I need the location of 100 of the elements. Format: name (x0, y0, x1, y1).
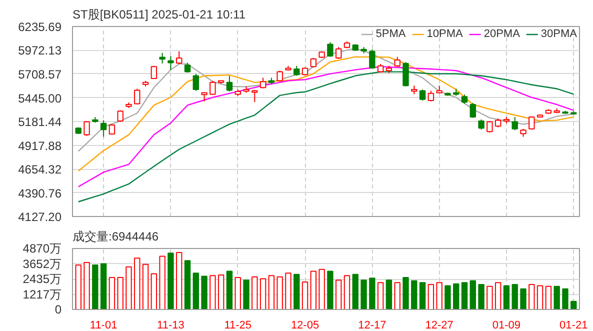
y-tick-label: 5181.44 (18, 115, 62, 129)
candlestick (260, 77, 266, 89)
candlestick (478, 118, 484, 130)
bar (302, 281, 308, 310)
bar (352, 274, 358, 310)
bar (75, 264, 82, 310)
bar (84, 262, 90, 310)
legend-label: 20PMA (484, 28, 520, 40)
candlestick (369, 48, 376, 70)
bar (327, 270, 334, 310)
bar (536, 285, 544, 310)
x-tick-label: 01-09 (492, 320, 521, 331)
bar (377, 282, 384, 310)
y-tick-label: 1217万 (22, 287, 62, 302)
candlestick (176, 50, 182, 64)
candlestick (512, 116, 518, 131)
candlestick (310, 58, 317, 68)
bar (545, 286, 552, 310)
y-tick-label: 4127.20 (18, 210, 62, 224)
candlestick (134, 88, 140, 106)
candlestick (327, 42, 334, 58)
candlestick (226, 75, 233, 92)
candlestick (100, 120, 107, 138)
candlestick (210, 80, 216, 96)
y-tick-label: 4917.88 (18, 138, 62, 153)
bar (184, 260, 191, 310)
x-tick-label: 12-05 (290, 320, 320, 331)
bar (276, 276, 283, 310)
bar (528, 284, 535, 310)
bar (494, 282, 502, 310)
bar (210, 275, 216, 310)
y-tick-label: 0 (54, 302, 62, 316)
bar (436, 282, 442, 310)
bar (369, 278, 376, 310)
bar (268, 275, 275, 310)
bar (243, 280, 250, 310)
bar (419, 282, 426, 310)
bar (159, 256, 166, 310)
bar (108, 277, 116, 310)
y-tick-label: 2435万 (22, 272, 62, 286)
candlestick (252, 89, 258, 103)
chart-title: ST股[BK0511] 2025-01-21 10:11 (72, 8, 246, 22)
candlestick (168, 56, 174, 70)
bar (453, 283, 460, 310)
legend-label: 5PMA (376, 28, 406, 40)
candlestick (428, 90, 434, 102)
bar (470, 280, 476, 310)
candlestick (192, 73, 199, 92)
bar (150, 273, 158, 310)
bar (117, 277, 124, 310)
candlestick (150, 65, 158, 80)
bar (360, 280, 367, 310)
bar (570, 300, 577, 310)
y-tick-label: 3652万 (22, 256, 62, 271)
bar (100, 263, 107, 310)
candlestick (159, 52, 166, 64)
bar (335, 280, 342, 310)
y-tick-label: 4870万 (22, 242, 62, 256)
bar (318, 268, 325, 310)
bar (461, 282, 468, 310)
candlestick (294, 65, 300, 76)
bar (394, 282, 400, 310)
x-tick-label: 11-13 (157, 320, 184, 331)
bar (260, 278, 266, 310)
legend-label: 30PMA (540, 28, 577, 40)
bar (285, 272, 292, 310)
bar (411, 280, 418, 310)
line-series (78, 48, 574, 152)
bar (386, 280, 392, 310)
y-tick-label: 5972.13 (18, 44, 62, 58)
x-tick-label: 11-25 (224, 320, 252, 331)
candlestick (461, 94, 468, 104)
y-tick-label: 5445.00 (18, 91, 62, 106)
bar (344, 275, 350, 310)
legend-label: 10PMA (426, 28, 463, 40)
bar (92, 264, 98, 310)
bar (234, 277, 241, 310)
bar (201, 276, 208, 310)
candlestick (84, 120, 90, 136)
y-tick-label: 5708.57 (18, 68, 62, 82)
bar (512, 284, 518, 310)
bar (520, 288, 526, 310)
bar (310, 270, 317, 310)
y-tick-label: 4654.32 (18, 162, 62, 176)
bar (294, 274, 300, 310)
line-series (78, 56, 574, 172)
y-tick-label: 6235.69 (18, 20, 62, 34)
bar (126, 266, 132, 310)
bar (176, 252, 182, 310)
candlestick (402, 61, 409, 87)
x-tick-label: 11-01 (90, 320, 118, 331)
candlestick (201, 92, 208, 102)
bar (486, 286, 493, 310)
x-tick-label: 12-27 (425, 320, 454, 331)
bar (142, 264, 149, 310)
candlestick (108, 124, 116, 135)
bar (562, 288, 568, 310)
bar (478, 284, 484, 310)
x-tick-label: 12-17 (358, 320, 386, 331)
candlestick (486, 120, 493, 133)
